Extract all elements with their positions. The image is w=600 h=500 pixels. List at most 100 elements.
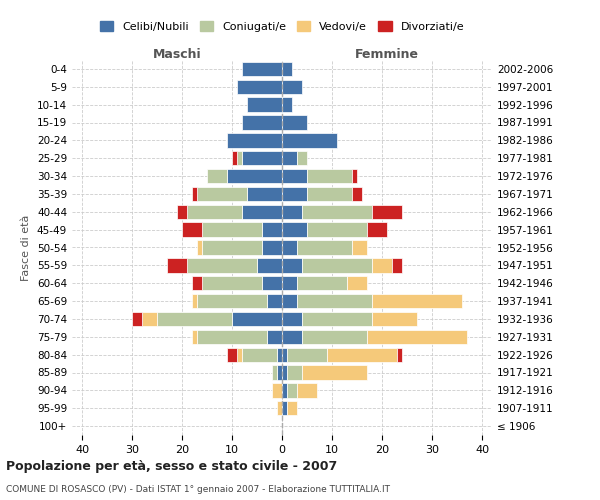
Bar <box>192 294 197 308</box>
Bar <box>272 383 282 398</box>
Bar <box>307 187 352 201</box>
Bar <box>372 294 462 308</box>
Bar <box>297 383 317 398</box>
Bar <box>352 187 362 201</box>
Bar <box>187 204 242 219</box>
Bar <box>282 383 287 398</box>
Bar <box>207 169 227 183</box>
Bar <box>277 401 282 415</box>
Bar <box>242 151 282 166</box>
Bar <box>237 80 282 94</box>
Bar <box>367 330 467 344</box>
Bar <box>307 169 352 183</box>
Bar <box>177 204 187 219</box>
Bar <box>302 312 372 326</box>
Bar <box>297 151 307 166</box>
Legend: Celibi/Nubili, Coniugati/e, Vedovi/e, Divorziati/e: Celibi/Nubili, Coniugati/e, Vedovi/e, Di… <box>95 17 469 36</box>
Bar <box>327 348 397 362</box>
Bar <box>257 258 282 272</box>
Bar <box>247 98 282 112</box>
Bar <box>227 133 282 148</box>
Bar <box>242 62 282 76</box>
Bar <box>287 348 327 362</box>
Bar <box>302 258 372 272</box>
Bar <box>282 222 307 237</box>
Bar <box>187 258 257 272</box>
Bar <box>282 187 307 201</box>
Bar <box>282 294 297 308</box>
Bar <box>297 240 352 254</box>
Bar <box>352 169 357 183</box>
Bar <box>282 62 292 76</box>
Text: Maschi: Maschi <box>152 48 202 61</box>
Bar <box>282 98 292 112</box>
Text: COMUNE DI ROSASCO (PV) - Dati ISTAT 1° gennaio 2007 - Elaborazione TUTTITALIA.IT: COMUNE DI ROSASCO (PV) - Dati ISTAT 1° g… <box>6 485 390 494</box>
Bar <box>282 348 287 362</box>
Bar <box>157 312 232 326</box>
Bar <box>192 276 202 290</box>
Bar <box>237 151 242 166</box>
Bar <box>272 366 277 380</box>
Bar <box>202 222 262 237</box>
Bar <box>307 222 367 237</box>
Bar <box>352 240 367 254</box>
Bar <box>347 276 367 290</box>
Bar <box>282 133 337 148</box>
Bar <box>277 366 282 380</box>
Bar <box>282 401 287 415</box>
Bar <box>262 240 282 254</box>
Bar <box>202 276 262 290</box>
Bar <box>302 366 367 380</box>
Bar <box>282 312 302 326</box>
Bar <box>242 116 282 130</box>
Bar <box>197 294 267 308</box>
Y-axis label: Fasce di età: Fasce di età <box>22 214 31 280</box>
Bar <box>282 204 302 219</box>
Bar <box>282 80 302 94</box>
Bar <box>367 222 387 237</box>
Bar <box>242 348 277 362</box>
Bar <box>282 366 287 380</box>
Bar <box>392 258 402 272</box>
Bar <box>277 348 282 362</box>
Bar <box>192 187 197 201</box>
Bar <box>182 222 202 237</box>
Bar <box>242 204 282 219</box>
Bar <box>297 294 372 308</box>
Bar <box>247 187 282 201</box>
Bar <box>282 116 307 130</box>
Bar <box>282 240 297 254</box>
Bar <box>372 258 392 272</box>
Bar <box>197 187 247 201</box>
Bar <box>372 204 402 219</box>
Bar <box>302 330 367 344</box>
Bar <box>132 312 142 326</box>
Bar <box>282 169 307 183</box>
Bar <box>227 169 282 183</box>
Bar <box>227 348 237 362</box>
Bar <box>197 330 267 344</box>
Bar <box>267 330 282 344</box>
Bar <box>142 312 157 326</box>
Bar <box>282 330 302 344</box>
Bar <box>297 276 347 290</box>
Bar <box>287 383 297 398</box>
Bar <box>237 348 242 362</box>
Bar <box>282 258 302 272</box>
Bar <box>372 312 417 326</box>
Bar <box>397 348 402 362</box>
Bar <box>197 240 202 254</box>
Bar <box>232 312 282 326</box>
Bar <box>282 151 297 166</box>
Bar <box>232 151 237 166</box>
Text: Femmine: Femmine <box>355 48 419 61</box>
Bar <box>287 366 302 380</box>
Bar <box>302 204 372 219</box>
Bar <box>262 276 282 290</box>
Bar <box>262 222 282 237</box>
Bar <box>192 330 197 344</box>
Bar <box>202 240 262 254</box>
Text: Popolazione per età, sesso e stato civile - 2007: Popolazione per età, sesso e stato civil… <box>6 460 337 473</box>
Bar <box>287 401 297 415</box>
Bar <box>167 258 187 272</box>
